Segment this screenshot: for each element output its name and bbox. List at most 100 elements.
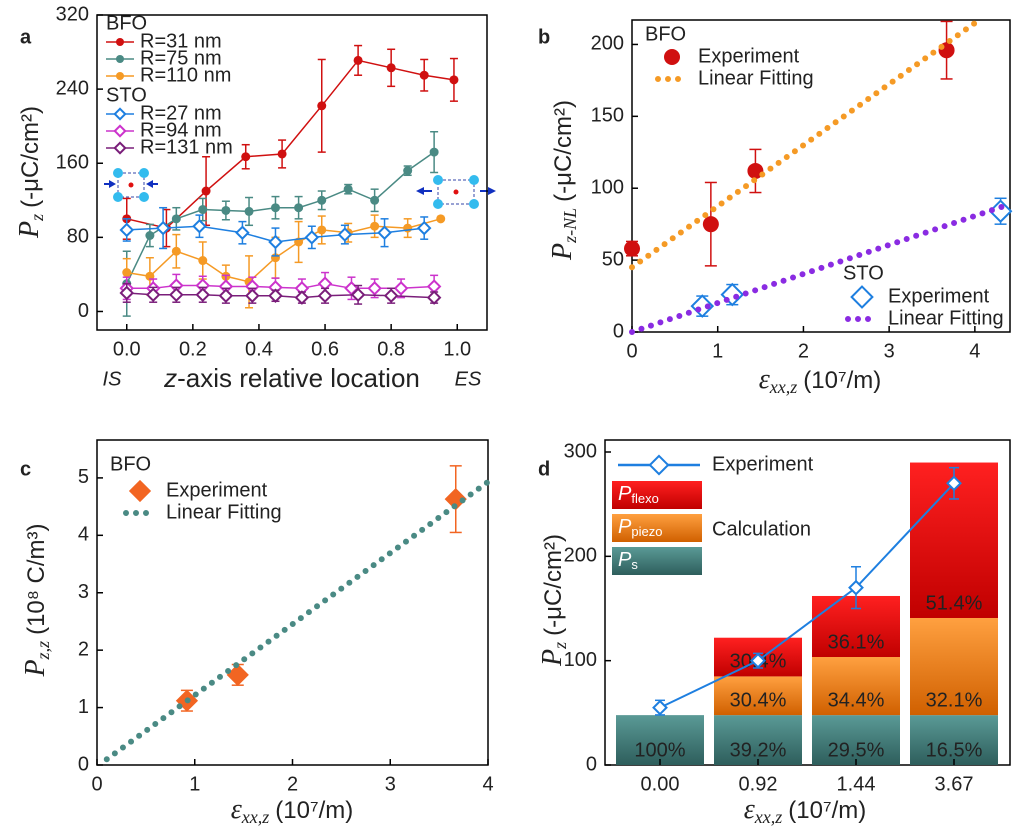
legend-label-part: flexo [631, 491, 658, 506]
axis-title-part: (-μC/cm²) [17, 106, 44, 208]
axis-title-part: z,z [33, 641, 53, 661]
x-tick-label: 0.4 [245, 338, 273, 360]
y-axis-title: Pz,z (10⁸ C/m³) [20, 523, 53, 677]
marker [377, 225, 392, 240]
bar-label: 34.4% [828, 689, 885, 711]
bar-label: 100% [634, 739, 685, 761]
axis-title-part: xx,z [241, 807, 269, 827]
y-tick-label: 5 [78, 466, 89, 488]
axis-title-part: z [163, 363, 177, 393]
marker [426, 290, 442, 305]
axis-title-part: (10⁷/m) [788, 797, 866, 824]
marker [155, 220, 171, 236]
marker [241, 152, 251, 162]
marker [416, 220, 432, 236]
inset-stretched [416, 175, 496, 209]
marker [244, 206, 254, 216]
marker [386, 63, 396, 73]
x-tick-label: 4 [482, 773, 493, 795]
x-tick-label: 1.44 [837, 773, 876, 795]
legend-label: Linear Fitting [888, 307, 1004, 329]
marker [128, 479, 152, 503]
x-tick-label: 1 [189, 773, 200, 795]
marker [350, 287, 366, 303]
marker [116, 38, 124, 46]
legend-title: BFO [110, 453, 151, 475]
marker [201, 186, 211, 196]
marker [169, 287, 184, 303]
y-tick-label: 320 [56, 3, 89, 25]
axis-title-part: ε [231, 794, 242, 825]
marker [419, 70, 429, 80]
inset-compressed [104, 168, 158, 202]
bar-label: 51.4% [926, 592, 983, 614]
marker [337, 227, 353, 242]
marker [664, 49, 680, 65]
x-axis-title: εxx,z (10⁷/m) [231, 794, 354, 827]
axis-title-part: P [20, 659, 51, 677]
axis-title-part: ε [759, 364, 770, 395]
y-tick-label: 2 [78, 638, 89, 660]
y-tick-label: 0 [78, 300, 89, 322]
marker [235, 225, 250, 240]
plot-frame [631, 19, 1011, 333]
marker [221, 205, 231, 215]
y-tick-label: 200 [591, 33, 624, 55]
y-tick-label: 300 [564, 440, 597, 462]
marker [195, 287, 211, 303]
y-tick-label: 200 [564, 545, 597, 567]
x-axis-side-label: IS [103, 368, 123, 390]
legend-label: Linear Fitting [166, 501, 282, 523]
panel-label: c [20, 458, 31, 480]
bar-segment [714, 676, 802, 716]
axis-title-part: P [537, 649, 568, 667]
y-tick-label: 0 [613, 320, 624, 342]
axis-title-part: z [550, 642, 570, 650]
bar-label: 36.1% [828, 631, 885, 653]
legend-label: Ppiezo [618, 516, 662, 539]
marker [113, 141, 127, 155]
bar-segment [812, 657, 900, 716]
legend-label: R=131 nm [140, 136, 233, 158]
legend-title: STO [106, 84, 147, 106]
y-axis-title: Pz (-μC/cm²) [14, 106, 47, 239]
x-tick-label: 0.0 [113, 338, 141, 360]
y-tick-label: 80 [67, 226, 89, 248]
marker [116, 55, 124, 63]
x-tick-label: 3.67 [935, 773, 974, 795]
x-tick-label: 1.0 [443, 338, 471, 360]
marker [702, 216, 719, 233]
marker [383, 288, 399, 303]
axis-title-part: (-μC/cm²) [550, 100, 577, 202]
axis-title-part: P [547, 243, 578, 261]
bar-segment [616, 715, 704, 765]
marker [317, 101, 327, 111]
y-tick-label: 3 [78, 581, 89, 603]
y-tick-label: 100 [591, 177, 624, 199]
bar-label: 39.2% [730, 739, 787, 761]
y-tick-label: 150 [591, 105, 624, 127]
marker [317, 288, 333, 303]
bar-segment [812, 715, 900, 765]
marker [652, 699, 668, 716]
y-tick-label: 0 [586, 753, 597, 775]
legend-note: Calculation [712, 518, 811, 540]
marker [294, 290, 310, 305]
x-tick-label: 0.6 [311, 338, 339, 360]
marker [119, 222, 135, 238]
marker [317, 225, 327, 235]
axis-title-part: z [27, 214, 47, 222]
legend-label: R=27 nm [140, 102, 222, 124]
marker [367, 281, 382, 296]
y-axis-title: Pz-NL (-μC/cm²) [547, 100, 580, 261]
legend-swatch [612, 481, 702, 509]
fit-line [629, 201, 1013, 335]
marker [171, 246, 181, 256]
x-axis-title: εxx,z (10⁷/m) [759, 364, 882, 397]
series-line [659, 482, 955, 709]
plot-frame [96, 14, 488, 331]
marker [850, 285, 874, 309]
bar-segment [910, 617, 998, 716]
legend-label: R=94 nm [140, 119, 222, 141]
